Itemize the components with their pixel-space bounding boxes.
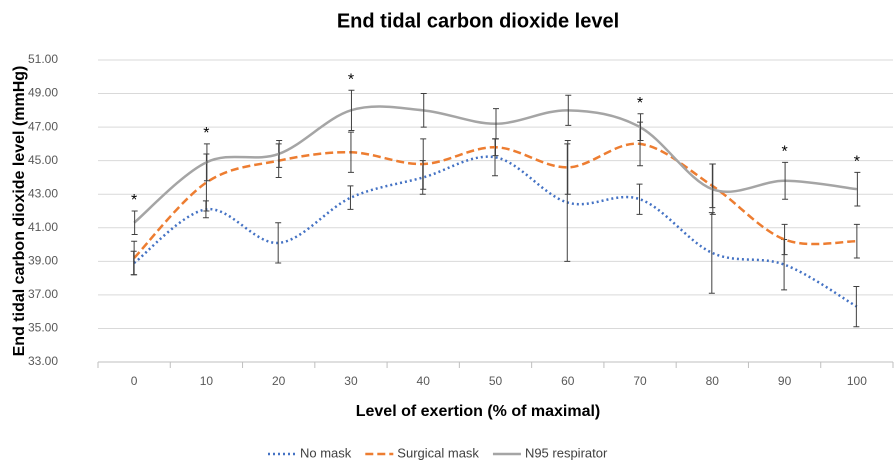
legend-label: No mask: [300, 445, 352, 460]
significance-mark: *: [854, 154, 860, 171]
x-tick-label: 50: [489, 374, 503, 388]
x-axis-title: Level of exertion (% of maximal): [356, 403, 601, 420]
significance-mark: *: [781, 144, 787, 161]
error-bar: [782, 161, 789, 200]
error-bar: [781, 223, 788, 256]
error-bar: [853, 286, 860, 328]
significance-mark: *: [203, 125, 209, 142]
legend-label: N95 respirator: [525, 445, 608, 460]
error-bar: [202, 200, 209, 219]
y-tick-label: 37.00: [28, 287, 58, 301]
significance-mark: *: [348, 71, 354, 88]
chart-title: End tidal carbon dioxide level: [337, 10, 619, 32]
x-tick-label: 80: [706, 374, 720, 388]
error-bar: [854, 171, 861, 207]
error-bar: [708, 212, 715, 294]
y-tick-label: 43.00: [28, 186, 58, 200]
y-axis-title: End tidal carbon dioxide level (mmHg): [11, 66, 28, 357]
error-bar: [347, 131, 354, 173]
error-bar: [419, 160, 426, 195]
error-bar: [131, 240, 138, 276]
error-bar: [636, 183, 643, 215]
error-bar: [203, 143, 210, 182]
error-bar: [348, 89, 355, 131]
x-tick-label: 40: [417, 374, 431, 388]
x-tick-label: 0: [131, 374, 138, 388]
x-tick-label: 20: [272, 374, 286, 388]
error-bar: [275, 222, 282, 264]
x-tick-label: 70: [633, 374, 647, 388]
y-tick-label: 33.00: [28, 354, 58, 368]
error-bar: [420, 93, 427, 128]
error-bar: [564, 140, 571, 195]
error-bar: [131, 210, 138, 235]
significance-mark: *: [131, 192, 137, 209]
error-bar: [347, 185, 354, 210]
error-bar: [709, 163, 716, 215]
error-bar: [565, 94, 572, 126]
y-tick-label: 51.00: [28, 52, 58, 66]
x-tick-label: 30: [344, 374, 358, 388]
y-tick-label: 35.00: [28, 321, 58, 335]
y-tick-label: 49.00: [28, 86, 58, 100]
y-tick-label: 41.00: [28, 220, 58, 234]
significance-mark: *: [637, 95, 643, 112]
y-tick-label: 39.00: [28, 254, 58, 268]
x-tick-label: 100: [847, 374, 867, 388]
error-bar: [637, 113, 644, 142]
y-tick-label: 45.00: [28, 153, 58, 167]
x-tick-label: 10: [200, 374, 214, 388]
y-tick-label: 47.00: [28, 119, 58, 133]
x-tick-label: 90: [778, 374, 792, 388]
error-bar: [420, 138, 427, 190]
series-line: [133, 105, 858, 224]
error-bar: [493, 108, 499, 140]
error-bar: [276, 140, 283, 168]
x-tick-label: 60: [561, 374, 575, 388]
error-bar: [637, 121, 644, 167]
legend-label: Surgical mask: [397, 445, 479, 460]
error-bar: [853, 223, 860, 259]
series-line: [133, 155, 858, 308]
